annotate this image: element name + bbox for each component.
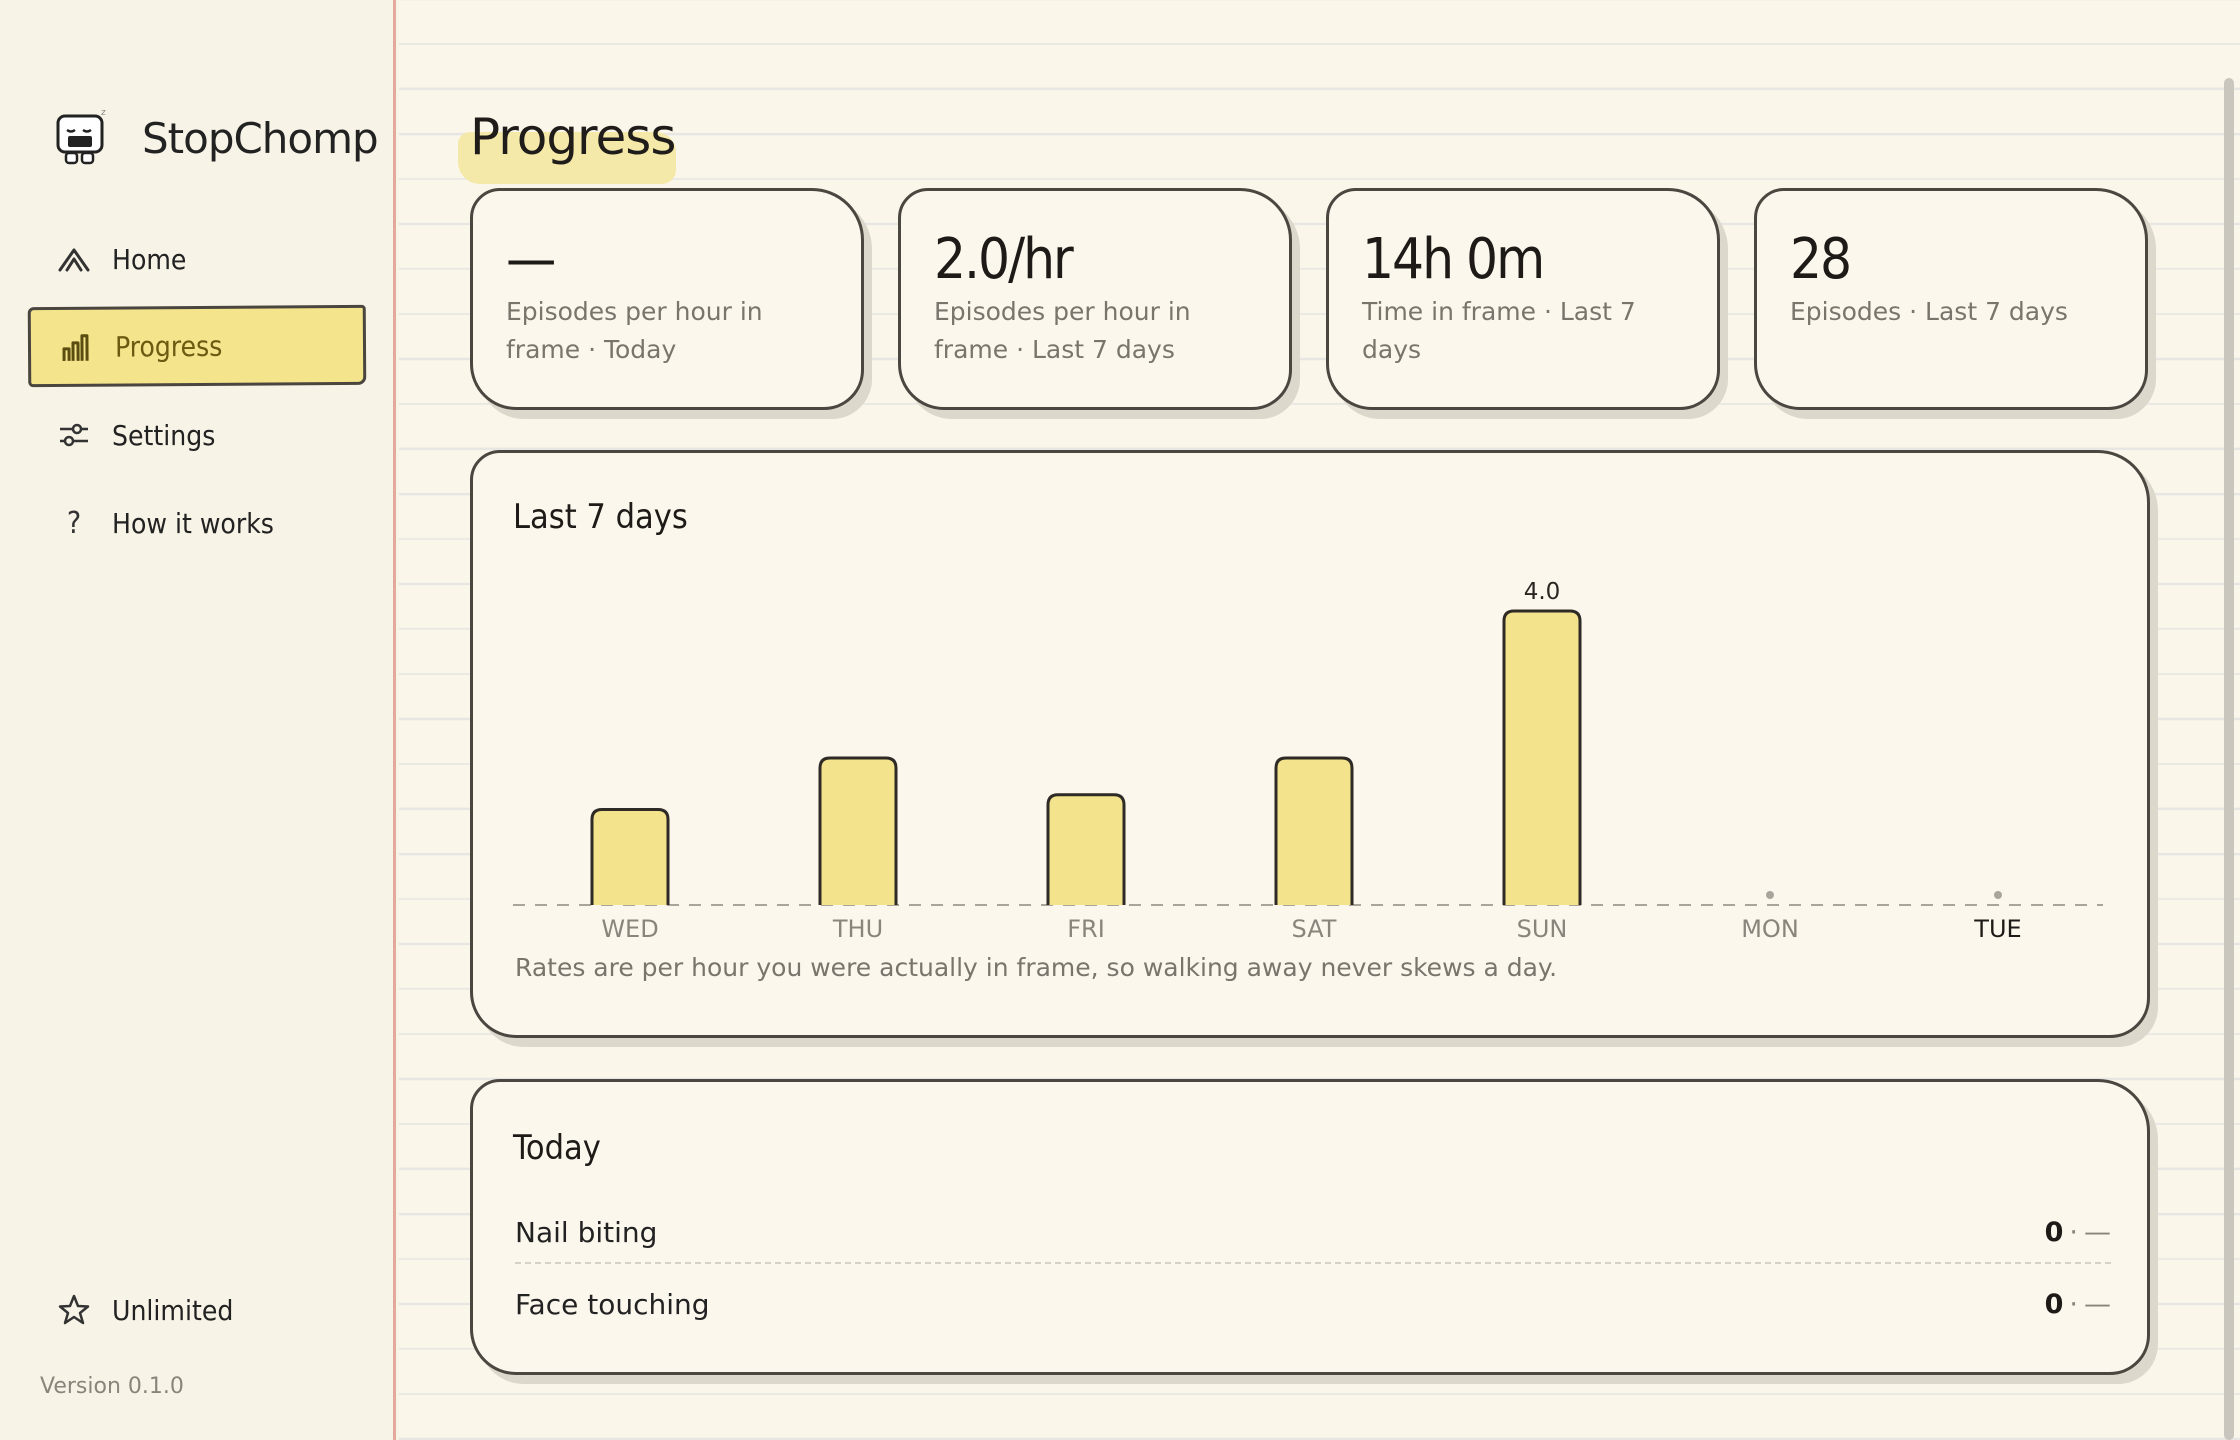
- chart-bar-sat: [1274, 756, 1354, 905]
- stat-card-week-rate: 2.0/hr Episodes per hour in frame · Last…: [898, 188, 1292, 410]
- today-row-value: 0 · —: [2045, 1217, 2111, 1248]
- chart-tick-label: WED: [601, 915, 658, 943]
- chart-tick-label: FRI: [1067, 915, 1105, 943]
- today-card: Today Nail biting 0 · — Face touching 0 · —: [470, 1079, 2150, 1375]
- stat-card-time-in-frame: 14h 0m Time in frame · Last 7 days: [1326, 188, 1720, 410]
- chart-bar-fri: [1046, 793, 1126, 905]
- sidebar-item-label: Progress: [114, 329, 223, 364]
- home-icon: [56, 241, 92, 277]
- sliders-icon: [56, 417, 92, 453]
- today-separator: ·: [2069, 1288, 2078, 1320]
- star-icon: [56, 1292, 92, 1328]
- chart-tick-label: SUN: [1517, 915, 1568, 943]
- sidebar-item-settings[interactable]: Settings: [28, 395, 366, 475]
- today-rate: —: [2084, 1288, 2111, 1320]
- app-name: StopChomp: [142, 113, 379, 163]
- sidebar: z StopChomp Home Progress Settings ? How…: [0, 0, 396, 1440]
- today-title: Today: [513, 1128, 601, 1168]
- chart-bar-wed: [590, 807, 670, 905]
- stat-label: Episodes · Last 7 days: [1790, 297, 2068, 326]
- today-row-value: 0 · —: [2045, 1289, 2111, 1320]
- stat-label: Time in frame · Last 7 days: [1362, 297, 1636, 364]
- bar-chart: WED THU FRI SAT 4.0 SUN MON TUE: [513, 579, 2103, 943]
- today-count: 0: [2044, 1216, 2064, 1248]
- chart-data-label: 4.0: [1524, 579, 1561, 605]
- bar-chart-icon: [59, 329, 95, 365]
- stat-value: —: [506, 227, 556, 292]
- today-row-label: Face touching: [515, 1287, 710, 1321]
- sidebar-item-how-it-works[interactable]: ? How it works: [28, 483, 366, 563]
- chart-empty-dot-tue: [1994, 891, 2002, 899]
- version-label: Version 0.1.0: [40, 1374, 184, 1399]
- today-separator: ·: [2069, 1216, 2078, 1248]
- today-count: 0: [2044, 1288, 2064, 1320]
- sidebar-item-home[interactable]: Home: [28, 219, 366, 299]
- sidebar-item-progress[interactable]: Progress: [27, 304, 367, 388]
- today-row-face-touching: Face touching 0 · —: [515, 1274, 2111, 1334]
- chart-card: Last 7 days WED THU FRI SAT 4.0 SUN MON TUE Rat…: [470, 450, 2150, 1038]
- sidebar-item-label: Settings: [112, 418, 216, 452]
- stat-card-episodes: 28 Episodes · Last 7 days: [1754, 188, 2148, 410]
- chart-tick-label: MON: [1741, 915, 1799, 943]
- chart-tick-label: SAT: [1292, 915, 1337, 943]
- chart-empty-dot-mon: [1766, 891, 1774, 899]
- sidebar-item-unlimited[interactable]: Unlimited: [28, 1270, 366, 1350]
- today-row-label: Nail biting: [515, 1215, 658, 1249]
- sidebar-item-label: Unlimited: [112, 1293, 234, 1327]
- stat-value: 14h 0m: [1362, 227, 1545, 292]
- stat-label: Episodes per hour in frame · Today: [506, 297, 763, 364]
- chart-note: Rates are per hour you were actually in …: [515, 953, 1558, 982]
- chart-bar-sun: [1502, 609, 1582, 905]
- sidebar-item-label: Home: [112, 242, 187, 276]
- chart-title: Last 7 days: [513, 497, 688, 537]
- chart-bar-thu: [818, 756, 898, 905]
- today-rate: —: [2084, 1216, 2111, 1248]
- chart-tick-label: THU: [832, 915, 883, 943]
- page-title: Progress: [470, 108, 676, 166]
- stat-card-today-rate: — Episodes per hour in frame · Today: [470, 188, 864, 410]
- question-icon: ?: [66, 505, 82, 541]
- stat-label: Episodes per hour in frame · Last 7 days: [934, 297, 1191, 364]
- stat-value: 2.0/hr: [934, 227, 1074, 292]
- title-highlight: [458, 132, 676, 184]
- svg-text:z: z: [101, 108, 106, 118]
- brand: z StopChomp: [54, 108, 379, 168]
- chart-tick-label: TUE: [1973, 915, 2021, 943]
- logo-icon: z: [56, 108, 106, 165]
- stat-value: 28: [1790, 227, 1852, 292]
- scrollbar[interactable]: [2224, 78, 2234, 1440]
- today-row-nail-biting: Nail biting 0 · —: [515, 1202, 2111, 1264]
- sidebar-item-label: How it works: [112, 506, 274, 540]
